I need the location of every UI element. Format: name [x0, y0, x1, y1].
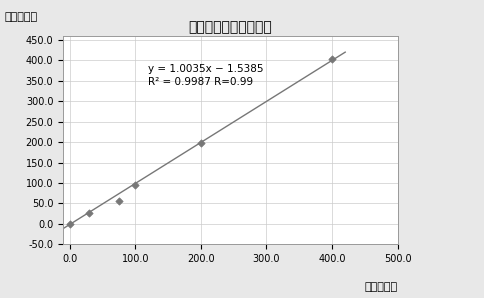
Point — [115, 199, 122, 204]
Title: 肌红蛋白检测结果对比: 肌红蛋白检测结果对比 — [188, 21, 272, 35]
Text: 单指标检测: 单指标检测 — [364, 282, 397, 292]
Point — [131, 183, 139, 187]
Point — [197, 141, 204, 146]
Text: R² = 0.9987 R=0.99: R² = 0.9987 R=0.99 — [148, 77, 253, 87]
Point — [328, 57, 335, 62]
Text: y = 1.0035x − 1.5385: y = 1.0035x − 1.5385 — [148, 64, 263, 74]
Text: 多指标检测: 多指标检测 — [5, 12, 38, 22]
Point — [85, 210, 93, 215]
Point — [66, 221, 74, 226]
